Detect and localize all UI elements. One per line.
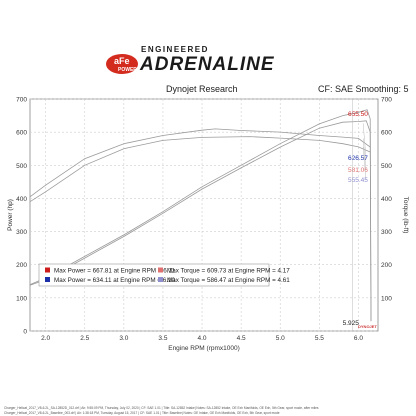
callout-leader bbox=[362, 146, 367, 181]
x-tick-label: 2.5 bbox=[80, 335, 89, 342]
y-right-axis-label: Torque (lb-ft) bbox=[402, 197, 409, 234]
callout-leader bbox=[362, 138, 367, 171]
series-line-4 bbox=[29, 136, 371, 203]
brand-adrenaline: ADRENALINE bbox=[140, 54, 275, 75]
legend-box bbox=[38, 263, 270, 287]
y-tick-label: 600 bbox=[16, 130, 27, 137]
legend-entry: Max Power = 634.11 at Engine RPM = 6.10 bbox=[54, 277, 175, 284]
callout-leader bbox=[362, 123, 367, 159]
y-right-tick-label: 500 bbox=[381, 163, 392, 170]
x-tick-label: 3.5 bbox=[158, 335, 167, 342]
brand-engineered: ENGINEERED bbox=[141, 45, 209, 54]
y-tick-label: 200 bbox=[16, 262, 27, 269]
svg-text:POWER: POWER bbox=[118, 67, 137, 73]
dynojet-research-label: Dynojet Research bbox=[166, 84, 238, 94]
callout-value: 626.57 bbox=[348, 155, 368, 162]
y-right-tick-label: 300 bbox=[381, 229, 392, 236]
callout-value: 655.50 bbox=[348, 111, 368, 118]
y-tick-label: 100 bbox=[16, 295, 27, 302]
brand-header: aFe POWER ENGINEERED ADRENALINE bbox=[0, 0, 416, 75]
x-tick-label: 4.5 bbox=[237, 335, 246, 342]
x-tick-label: 3.0 bbox=[119, 335, 128, 342]
y-tick-label: 700 bbox=[16, 97, 27, 104]
x-tick-label: 2.0 bbox=[41, 335, 50, 342]
x-tick-label: 5.0 bbox=[276, 335, 285, 342]
y-right-tick-label: 700 bbox=[381, 97, 392, 104]
x-tick-label: 6.0 bbox=[354, 335, 363, 342]
afe-power-logo: aFe POWER bbox=[106, 54, 138, 74]
series-line-3 bbox=[29, 128, 371, 198]
y-tick-label: 400 bbox=[16, 196, 27, 203]
y-tick-label: 300 bbox=[16, 229, 27, 236]
y-right-tick-label: 100 bbox=[381, 295, 392, 302]
svg-text:aFe: aFe bbox=[114, 56, 130, 66]
x-tick-label: 4.0 bbox=[198, 335, 207, 342]
series-line-2 bbox=[29, 120, 372, 322]
footer-run-2: Charger_Hellcat_2017_V8-6.2L_Baseline_00… bbox=[4, 411, 280, 415]
plot-area bbox=[29, 98, 379, 332]
y-tick-label: 500 bbox=[16, 163, 27, 170]
callout-value: 555.45 bbox=[348, 177, 368, 184]
correction-factor-label: CF: SAE Smoothing: 5 bbox=[318, 84, 409, 94]
callout-value: 581.06 bbox=[348, 167, 368, 174]
x-axis-label: Engine RPM (rpmx1000) bbox=[168, 345, 240, 352]
legend-swatch bbox=[158, 267, 163, 273]
dynojet-watermark: DYNOJET bbox=[358, 324, 377, 329]
y-tick-label: 0 bbox=[23, 329, 27, 336]
series-line-1 bbox=[29, 109, 372, 322]
legend-swatch bbox=[158, 277, 163, 282]
legend-swatch bbox=[45, 267, 50, 273]
y-axis-label: Power (hp) bbox=[7, 199, 14, 231]
legend-swatch bbox=[45, 277, 50, 282]
x-tick-label: 5.5 bbox=[315, 335, 324, 342]
rpm-marker-label: 5.925 bbox=[343, 320, 360, 327]
y-right-tick-label: 400 bbox=[381, 196, 392, 203]
y-right-tick-label: 200 bbox=[381, 262, 392, 269]
y-right-tick-label: 600 bbox=[381, 130, 392, 137]
legend-entry: Max Torque = 586.47 at Engine RPM = 4.61 bbox=[167, 277, 290, 284]
footer-run-1: Charger_Hellcat_2017_V8-6.2L_SA-12852D_0… bbox=[4, 406, 319, 410]
legend-entry: Max Torque = 609.73 at Engine RPM = 4.17 bbox=[167, 268, 290, 275]
legend-entry: Max Power = 667.81 at Engine RPM = 6.11 bbox=[54, 268, 175, 275]
